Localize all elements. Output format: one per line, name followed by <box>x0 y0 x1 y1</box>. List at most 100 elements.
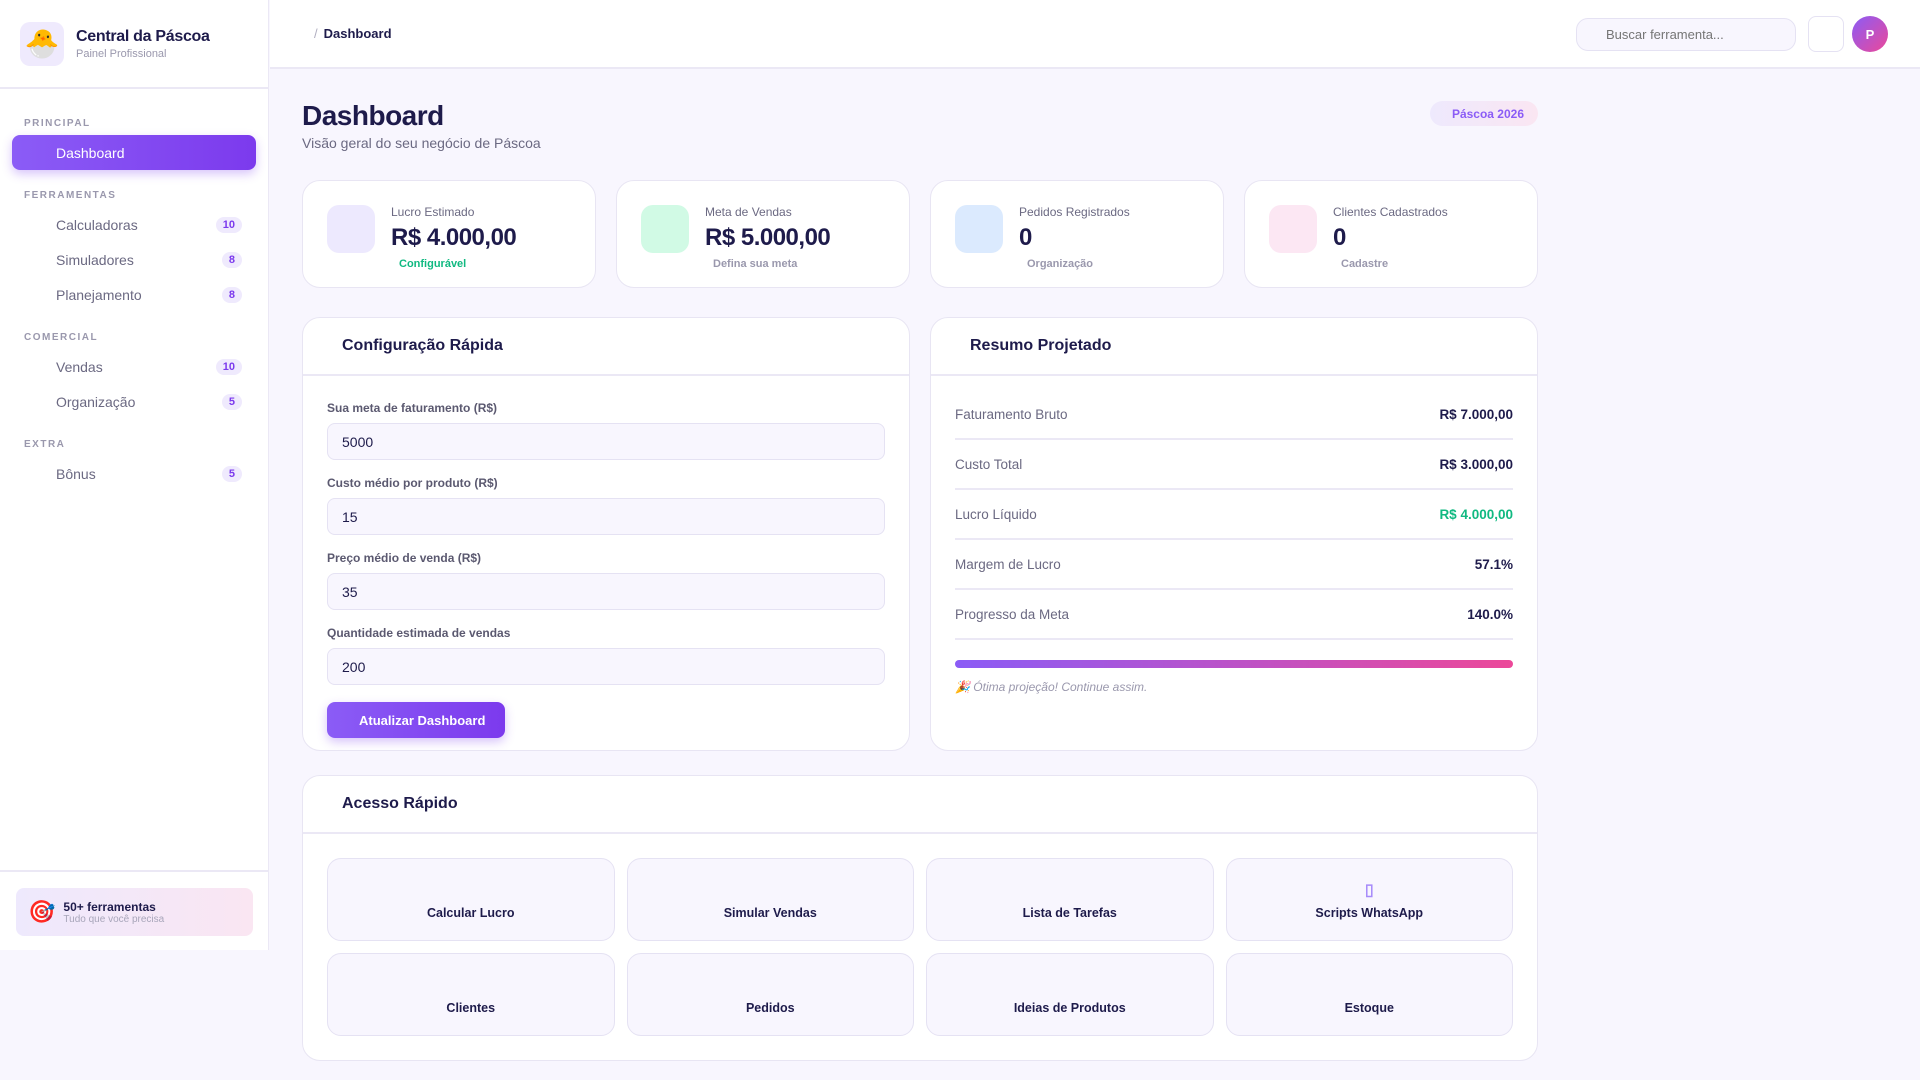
stat-icon <box>1269 205 1317 253</box>
brand: 🐣 Central da Páscoa Painel Profissional <box>0 0 268 89</box>
count-badge: 5 <box>221 465 242 482</box>
stat-value: 0 <box>1333 224 1346 251</box>
nav-section-label: PRINCIPAL <box>24 118 91 129</box>
quick-tile-calcular-lucro[interactable]: Calcular Lucro <box>327 858 615 941</box>
chick-logo-icon: 🐣 <box>20 21 64 66</box>
nav-section-label: EXTRA <box>24 439 66 450</box>
sidebar-item-calculadoras[interactable]: Calculadoras 10 <box>12 207 256 242</box>
stat-card-lucro-estimado: Lucro Estimado R$ 4.000,00 Configurável <box>302 180 596 288</box>
progress-note: 🎉 Ótima projeção! Continue assim. <box>955 680 1148 694</box>
chat-icon: ▯ <box>1364 882 1374 899</box>
summary-row: Margem de Lucro 57.1% <box>955 540 1513 590</box>
summary-row: Custo Total R$ 3.000,00 <box>955 440 1513 490</box>
stat-note: Cadastre <box>1341 258 1389 270</box>
custo-medio-por-produto-r-input[interactable] <box>327 498 885 535</box>
sidebar-item-label: Bônus <box>56 465 96 482</box>
quick-tile-simular-vendas[interactable]: Simular Vendas <box>626 858 914 941</box>
tile-label: Estoque <box>1344 1001 1394 1015</box>
stat-value: 0 <box>1019 224 1032 251</box>
stat-note: Organização <box>1027 258 1094 270</box>
stat-note: Configurável <box>399 258 467 270</box>
sua-meta-de-faturamento-r-input[interactable] <box>327 423 885 460</box>
season-badge: Páscoa 2026 <box>1430 101 1538 126</box>
goal-progress-fill <box>955 660 1513 668</box>
stat-label: Lucro Estimado <box>391 205 475 219</box>
count-badge: 10 <box>215 358 242 375</box>
nav-section-label: COMERCIAL <box>24 332 99 343</box>
sidebar-item-label: Simuladores <box>56 251 134 268</box>
count-badge: 8 <box>221 286 242 303</box>
preco-medio-de-venda-r-input[interactable] <box>327 573 885 610</box>
quick-tile-pedidos[interactable]: Pedidos <box>626 953 914 1036</box>
search-input[interactable] <box>1576 18 1796 51</box>
target-icon: 🎯 <box>28 899 56 924</box>
tile-label: Clientes <box>446 1001 496 1015</box>
sidebar-item-bonus[interactable]: Bônus 5 <box>12 456 256 491</box>
stat-label: Clientes Cadastrados <box>1333 205 1448 219</box>
promo-subtitle: Tudo que você precisa <box>63 913 165 925</box>
notification-button[interactable] <box>1808 16 1844 52</box>
brand-subtitle: Painel Profissional <box>76 47 167 60</box>
summary-panel: Resumo Projetado Faturamento Bruto R$ 7.0… <box>930 317 1538 751</box>
sidebar-item-simuladores[interactable]: Simuladores 8 <box>12 242 256 277</box>
config-title: Configuração Rápida <box>303 318 909 376</box>
summary-value: R$ 7.000,00 <box>1439 406 1513 422</box>
stat-value: R$ 5.000,00 <box>705 224 831 251</box>
summary-title: Resumo Projetado <box>931 318 1537 376</box>
quick-tile-estoque[interactable]: Estoque <box>1225 953 1513 1036</box>
update-dashboard-button[interactable]: Atualizar Dashboard <box>327 702 506 738</box>
quick-tile-scripts-whatsapp[interactable]: ▯ Scripts WhatsApp <box>1225 858 1513 941</box>
tile-label: Calcular Lucro <box>426 906 515 920</box>
sidebar-item-vendas[interactable]: Vendas 10 <box>12 349 256 384</box>
summary-value: R$ 4.000,00 <box>1439 506 1513 522</box>
quick-tile-ideias-de-produtos[interactable]: Ideias de Produtos <box>926 953 1214 1036</box>
summary-row: Faturamento Bruto R$ 7.000,00 <box>955 390 1513 440</box>
promo-card: 🎯 50+ ferramentas Tudo que você precisa <box>16 888 253 936</box>
summary-value: 140.0% <box>1467 606 1513 622</box>
stat-icon <box>327 205 375 253</box>
stat-label: Pedidos Registrados <box>1019 205 1130 219</box>
tile-label: Scripts WhatsApp <box>1315 906 1424 920</box>
sidebar-item-label: Calculadoras <box>56 216 138 233</box>
summary-label: Custo Total <box>955 456 1023 472</box>
tile-label: Pedidos <box>745 1001 795 1015</box>
summary-label: Faturamento Bruto <box>955 406 1068 422</box>
count-badge: 5 <box>221 393 242 410</box>
sidebar-item-label: Dashboard <box>56 144 125 161</box>
summary-label: Progresso da Meta <box>955 606 1070 622</box>
tile-label: Ideias de Produtos <box>1013 1001 1126 1015</box>
tile-label: Simular Vendas <box>723 906 817 920</box>
quick-access-panel: Acesso Rápido Calcular Lucro Simular Vend… <box>302 775 1538 1061</box>
brand-title: Central da Páscoa <box>76 27 210 45</box>
summary-label: Margem de Lucro <box>955 556 1061 572</box>
summary-label: Lucro Líquido <box>955 506 1037 522</box>
breadcrumb-current: Dashboard <box>323 26 392 41</box>
stat-note: Defina sua meta <box>713 258 798 270</box>
quantidade-estimada-de-vendas-input[interactable] <box>327 648 885 685</box>
top-header: / Dashboard P <box>270 0 1920 69</box>
summary-row: Lucro Líquido R$ 4.000,00 <box>955 490 1513 540</box>
page-subtitle: Visão geral do seu negócio de Páscoa <box>302 135 541 151</box>
field-label: Sua meta de faturamento (R$) <box>327 401 498 415</box>
field-label: Preço médio de venda (R$) <box>327 551 482 565</box>
stat-label: Meta de Vendas <box>705 205 792 219</box>
config-panel: Configuração Rápida Sua meta de faturame… <box>302 317 910 751</box>
sidebar: 🐣 Central da Páscoa Painel Profissional … <box>0 0 269 950</box>
sidebar-item-organizacao[interactable]: Organização 5 <box>12 384 256 419</box>
stat-value: R$ 4.000,00 <box>391 224 517 251</box>
sidebar-item-label: Planejamento <box>56 286 142 303</box>
summary-value: R$ 3.000,00 <box>1439 456 1513 472</box>
field-label: Quantidade estimada de vendas <box>327 626 511 640</box>
quick-tile-lista-de-tarefas[interactable]: Lista de Tarefas <box>926 858 1214 941</box>
sidebar-item-planejamento[interactable]: Planejamento 8 <box>12 277 256 312</box>
sidebar-item-label: Organização <box>56 393 136 410</box>
promo-title: 50+ ferramentas <box>63 899 156 914</box>
field-label: Custo médio por produto (R$) <box>327 476 498 490</box>
page-title: Dashboard <box>302 100 444 131</box>
quick-access-title: Acesso Rápido <box>303 776 1537 834</box>
stat-card-pedidos-registrados: Pedidos Registrados 0 Organização <box>930 180 1224 288</box>
avatar[interactable]: P <box>1852 16 1888 52</box>
stat-icon <box>641 205 689 253</box>
quick-tile-clientes[interactable]: Clientes <box>327 953 615 1036</box>
sidebar-item-dashboard[interactable]: Dashboard <box>12 135 256 170</box>
